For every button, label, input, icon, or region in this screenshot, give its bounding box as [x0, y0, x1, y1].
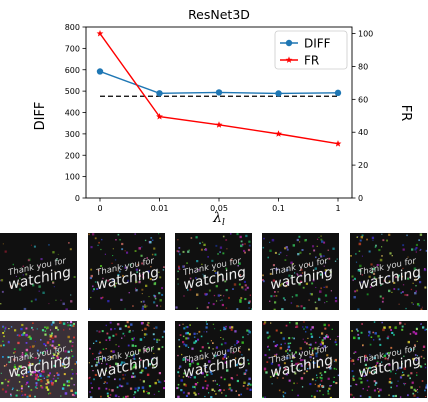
legend-label: DIFF: [304, 37, 331, 51]
data-point-fr: [215, 121, 223, 128]
y-tick-label-left: 700: [65, 44, 80, 53]
y-axis-label-left: DIFF: [33, 102, 48, 131]
y-tick-label-left: 500: [65, 87, 80, 96]
x-tick-label: 0: [97, 204, 102, 213]
x-tick-label: 1: [335, 204, 340, 213]
data-point-fr: [275, 130, 282, 137]
frame-thumbnail: Thank you for watching: [262, 321, 339, 398]
x-axis-label-main: λ: [212, 210, 222, 226]
y-axis-label-right: FR: [398, 105, 413, 122]
data-point-diff: [215, 89, 223, 96]
y-tick-label-left: 400: [65, 109, 80, 118]
frame-thumbnail: Thank you for watching: [0, 321, 77, 398]
chart-title: ResNet3D: [188, 7, 250, 22]
legend-marker: [285, 56, 293, 63]
y-tick-label-left: 800: [65, 23, 80, 32]
y-tick-label-right: 0: [358, 194, 363, 203]
data-point-diff: [275, 90, 282, 97]
frame-thumbnail: Thank you for watching: [0, 233, 77, 310]
frame-thumbnail: Thank you for watching: [88, 321, 165, 398]
y-tick-label-right: 20: [358, 161, 368, 170]
y-tick-label-left: 0: [75, 194, 80, 203]
y-tick-label-left: 100: [65, 173, 80, 182]
legend-label: FR: [304, 54, 319, 68]
data-point-fr: [96, 29, 104, 37]
x-axis-label-sub: l: [222, 218, 225, 228]
frame-thumbnail: Thank you for watching: [88, 233, 165, 310]
legend-marker: [285, 39, 293, 47]
x-axis-label: λl: [212, 210, 225, 228]
frame-thumbnail: Thank you for watching: [350, 321, 427, 398]
frame-thumbnail: Thank you for watching: [175, 321, 252, 398]
x-tick-label: 0.05: [210, 204, 228, 213]
data-point-diff: [96, 68, 104, 75]
data-point-diff: [334, 89, 342, 97]
data-point-fr: [156, 113, 163, 120]
data-point-diff: [156, 90, 163, 97]
data-point-fr: [334, 140, 342, 147]
y-tick-label-right: 80: [358, 62, 368, 71]
y-tick-label-left: 300: [65, 130, 80, 139]
frame-thumbnail: Thank you for watching: [350, 233, 427, 310]
y-tick-label-left: 200: [65, 151, 80, 160]
frame-thumbnail: Thank you for watching: [175, 233, 252, 310]
x-tick-label: 0.01: [151, 204, 169, 213]
y-tick-label-right: 40: [358, 128, 368, 137]
y-tick-label-right: 100: [358, 30, 373, 39]
frame-thumbnail: Thank you for watching: [262, 233, 339, 310]
x-tick-label: 0.1: [272, 204, 285, 213]
resnet3d-chart: ResNet3D 0 0.01 0.05 0.1 1010020030040050060…: [33, 7, 413, 228]
chart-legend: DIFF FR: [274, 30, 348, 70]
y-tick-label-right: 60: [358, 95, 368, 104]
y-tick-label-left: 600: [65, 66, 80, 75]
